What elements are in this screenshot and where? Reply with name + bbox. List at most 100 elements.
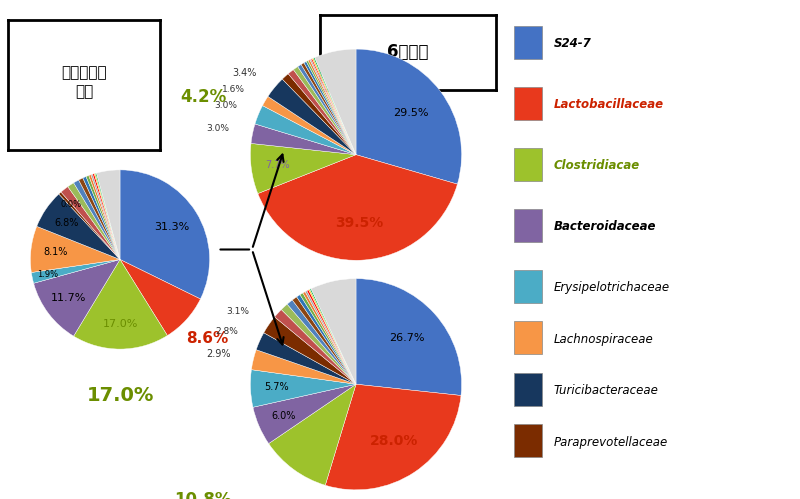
Wedge shape	[300, 293, 356, 384]
Text: 7.7%: 7.7%	[266, 160, 290, 170]
Wedge shape	[95, 173, 120, 259]
Bar	[514, 26, 542, 58]
Wedge shape	[251, 124, 356, 155]
Text: 水切り替え
直前: 水切り替え 直前	[61, 65, 107, 99]
Wedge shape	[303, 292, 356, 384]
Wedge shape	[308, 60, 356, 155]
Wedge shape	[61, 187, 120, 259]
Text: 11.7%: 11.7%	[51, 293, 86, 303]
Text: 6ヶ月後: 6ヶ月後	[387, 43, 429, 61]
Text: 26.7%: 26.7%	[390, 333, 425, 343]
Bar	[514, 425, 542, 457]
Wedge shape	[311, 58, 356, 155]
Text: Lactobacillaceae: Lactobacillaceae	[554, 98, 663, 111]
Wedge shape	[34, 259, 120, 336]
Text: Paraprevotellaceae: Paraprevotellaceae	[554, 436, 668, 449]
Wedge shape	[311, 278, 356, 384]
Text: 39.5%: 39.5%	[335, 216, 383, 230]
Wedge shape	[59, 192, 120, 259]
Wedge shape	[326, 384, 461, 490]
Wedge shape	[301, 63, 356, 155]
Bar	[514, 321, 542, 354]
Text: 28.0%: 28.0%	[370, 435, 418, 449]
Wedge shape	[251, 350, 356, 384]
Text: 3.0%: 3.0%	[206, 124, 230, 133]
Text: 4.2%: 4.2%	[180, 88, 226, 106]
Text: 6.8%: 6.8%	[54, 218, 79, 228]
Wedge shape	[30, 227, 120, 272]
Wedge shape	[93, 174, 120, 259]
Wedge shape	[304, 61, 356, 155]
Wedge shape	[91, 174, 120, 259]
Wedge shape	[83, 177, 120, 259]
Wedge shape	[97, 170, 120, 259]
Wedge shape	[294, 66, 356, 155]
Text: Bacteroidaceae: Bacteroidaceae	[554, 220, 656, 233]
Wedge shape	[250, 370, 356, 407]
Wedge shape	[305, 291, 356, 384]
Wedge shape	[253, 384, 356, 444]
Wedge shape	[37, 194, 120, 259]
Wedge shape	[269, 384, 356, 485]
Wedge shape	[307, 290, 356, 384]
Wedge shape	[312, 58, 356, 155]
Text: 2.9%: 2.9%	[206, 349, 230, 359]
Wedge shape	[74, 180, 120, 259]
Wedge shape	[86, 176, 120, 259]
Bar	[514, 209, 542, 242]
Text: 6.0%: 6.0%	[271, 411, 295, 421]
Wedge shape	[264, 317, 356, 384]
Text: Erysipelotrichaceae: Erysipelotrichaceae	[554, 281, 670, 294]
Wedge shape	[258, 155, 458, 260]
Bar	[514, 373, 542, 406]
Wedge shape	[89, 175, 120, 259]
Wedge shape	[314, 49, 356, 155]
Wedge shape	[310, 289, 356, 384]
Text: 1.9%: 1.9%	[38, 270, 58, 279]
Text: 天領水群: 天領水群	[343, 305, 379, 320]
Text: 5.7%: 5.7%	[265, 382, 289, 393]
Text: 2.8%: 2.8%	[215, 327, 238, 336]
Wedge shape	[288, 70, 356, 155]
Wedge shape	[78, 178, 120, 259]
Wedge shape	[356, 278, 462, 396]
Wedge shape	[282, 74, 356, 155]
Text: 8.6%: 8.6%	[186, 331, 229, 346]
Text: Turicibacteraceae: Turicibacteraceae	[554, 384, 658, 397]
Text: 17.0%: 17.0%	[102, 319, 138, 329]
Wedge shape	[250, 143, 356, 194]
Text: 1.6%: 1.6%	[222, 85, 245, 94]
Wedge shape	[356, 49, 462, 184]
Wedge shape	[298, 64, 356, 155]
Wedge shape	[74, 259, 167, 349]
Wedge shape	[297, 295, 356, 384]
Text: 10.8%: 10.8%	[174, 492, 232, 499]
Wedge shape	[31, 259, 120, 283]
Text: 17.0%: 17.0%	[86, 386, 154, 405]
Wedge shape	[274, 309, 356, 384]
Wedge shape	[120, 259, 201, 335]
Text: 31.3%: 31.3%	[154, 222, 190, 232]
Wedge shape	[310, 59, 356, 155]
Text: Clostridiacae: Clostridiacae	[554, 159, 640, 172]
Wedge shape	[262, 96, 356, 155]
Wedge shape	[68, 183, 120, 259]
Wedge shape	[287, 300, 356, 384]
Text: 8.1%: 8.1%	[44, 247, 68, 257]
Text: 29.5%: 29.5%	[393, 108, 429, 118]
Text: Lachnospiraceae: Lachnospiraceae	[554, 333, 653, 346]
Wedge shape	[292, 297, 356, 384]
Wedge shape	[314, 57, 356, 155]
Wedge shape	[309, 289, 356, 384]
Wedge shape	[268, 79, 356, 155]
Bar	[514, 269, 542, 302]
Wedge shape	[255, 106, 356, 155]
Wedge shape	[256, 333, 356, 384]
Text: 3.4%: 3.4%	[232, 67, 257, 77]
Text: 0.0%: 0.0%	[60, 201, 82, 210]
Wedge shape	[282, 304, 356, 384]
Text: 3.1%: 3.1%	[226, 307, 250, 316]
Text: S24-7: S24-7	[554, 37, 591, 50]
Text: 3.0%: 3.0%	[214, 101, 237, 110]
Wedge shape	[94, 173, 120, 259]
